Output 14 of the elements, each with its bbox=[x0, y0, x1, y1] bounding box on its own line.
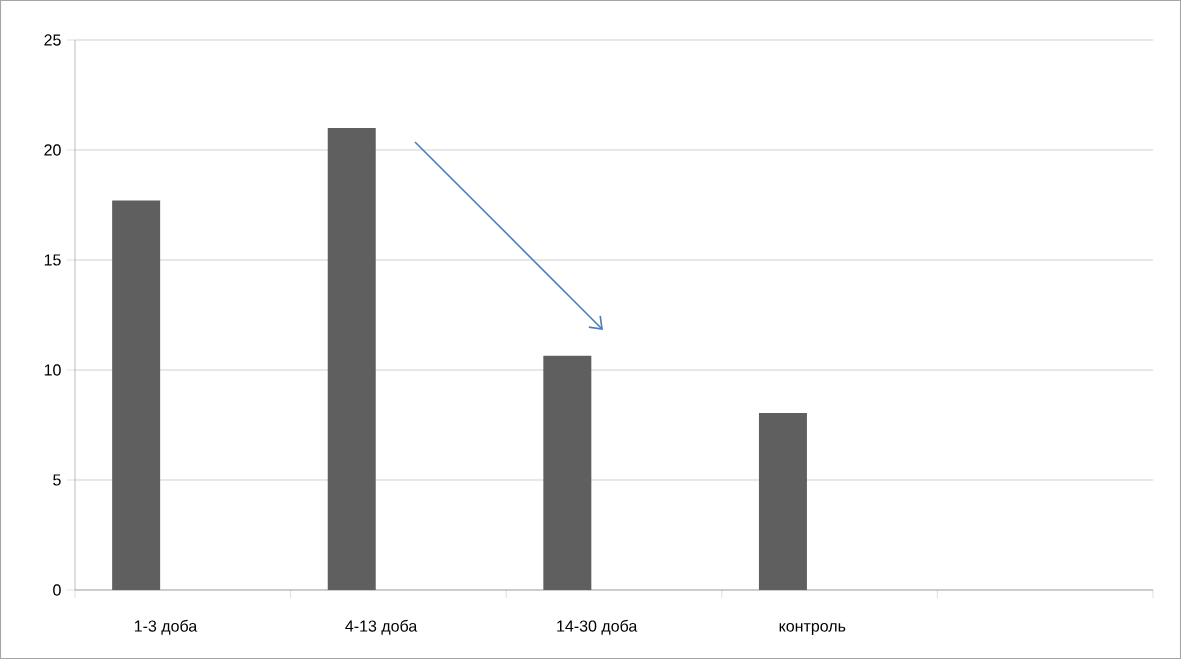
x-tick-label: 1-3 доба bbox=[134, 619, 198, 635]
bar bbox=[327, 127, 376, 590]
x-tick-label: контроль bbox=[779, 622, 846, 635]
bar bbox=[543, 355, 592, 590]
y-tick-label: 0 bbox=[53, 584, 61, 596]
y-tick-label: 20 bbox=[44, 144, 61, 156]
bar bbox=[112, 200, 161, 590]
y-tick-label: 10 bbox=[44, 364, 61, 376]
y-tick-label: 15 bbox=[44, 254, 61, 266]
y-tick-label: 25 bbox=[44, 34, 61, 46]
x-tick-label: 14-30 доба bbox=[557, 619, 638, 635]
y-tick-label: 5 bbox=[53, 474, 61, 486]
bar bbox=[758, 412, 807, 590]
x-tick-label: 4-13 доба bbox=[345, 619, 418, 635]
